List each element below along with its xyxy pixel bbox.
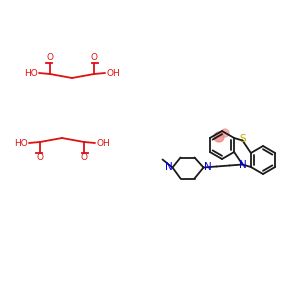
Text: HO: HO	[24, 68, 38, 77]
Text: N: N	[238, 160, 246, 170]
Text: O: O	[37, 154, 44, 163]
Text: N: N	[204, 163, 212, 172]
Text: N: N	[165, 163, 172, 172]
Text: S: S	[239, 134, 246, 145]
Text: O: O	[91, 53, 98, 62]
Text: HO: HO	[14, 139, 28, 148]
Circle shape	[221, 129, 229, 137]
Text: OH: OH	[106, 68, 120, 77]
Text: OH: OH	[96, 139, 110, 148]
Text: O: O	[80, 154, 88, 163]
Text: O: O	[46, 53, 53, 62]
Circle shape	[214, 132, 224, 142]
